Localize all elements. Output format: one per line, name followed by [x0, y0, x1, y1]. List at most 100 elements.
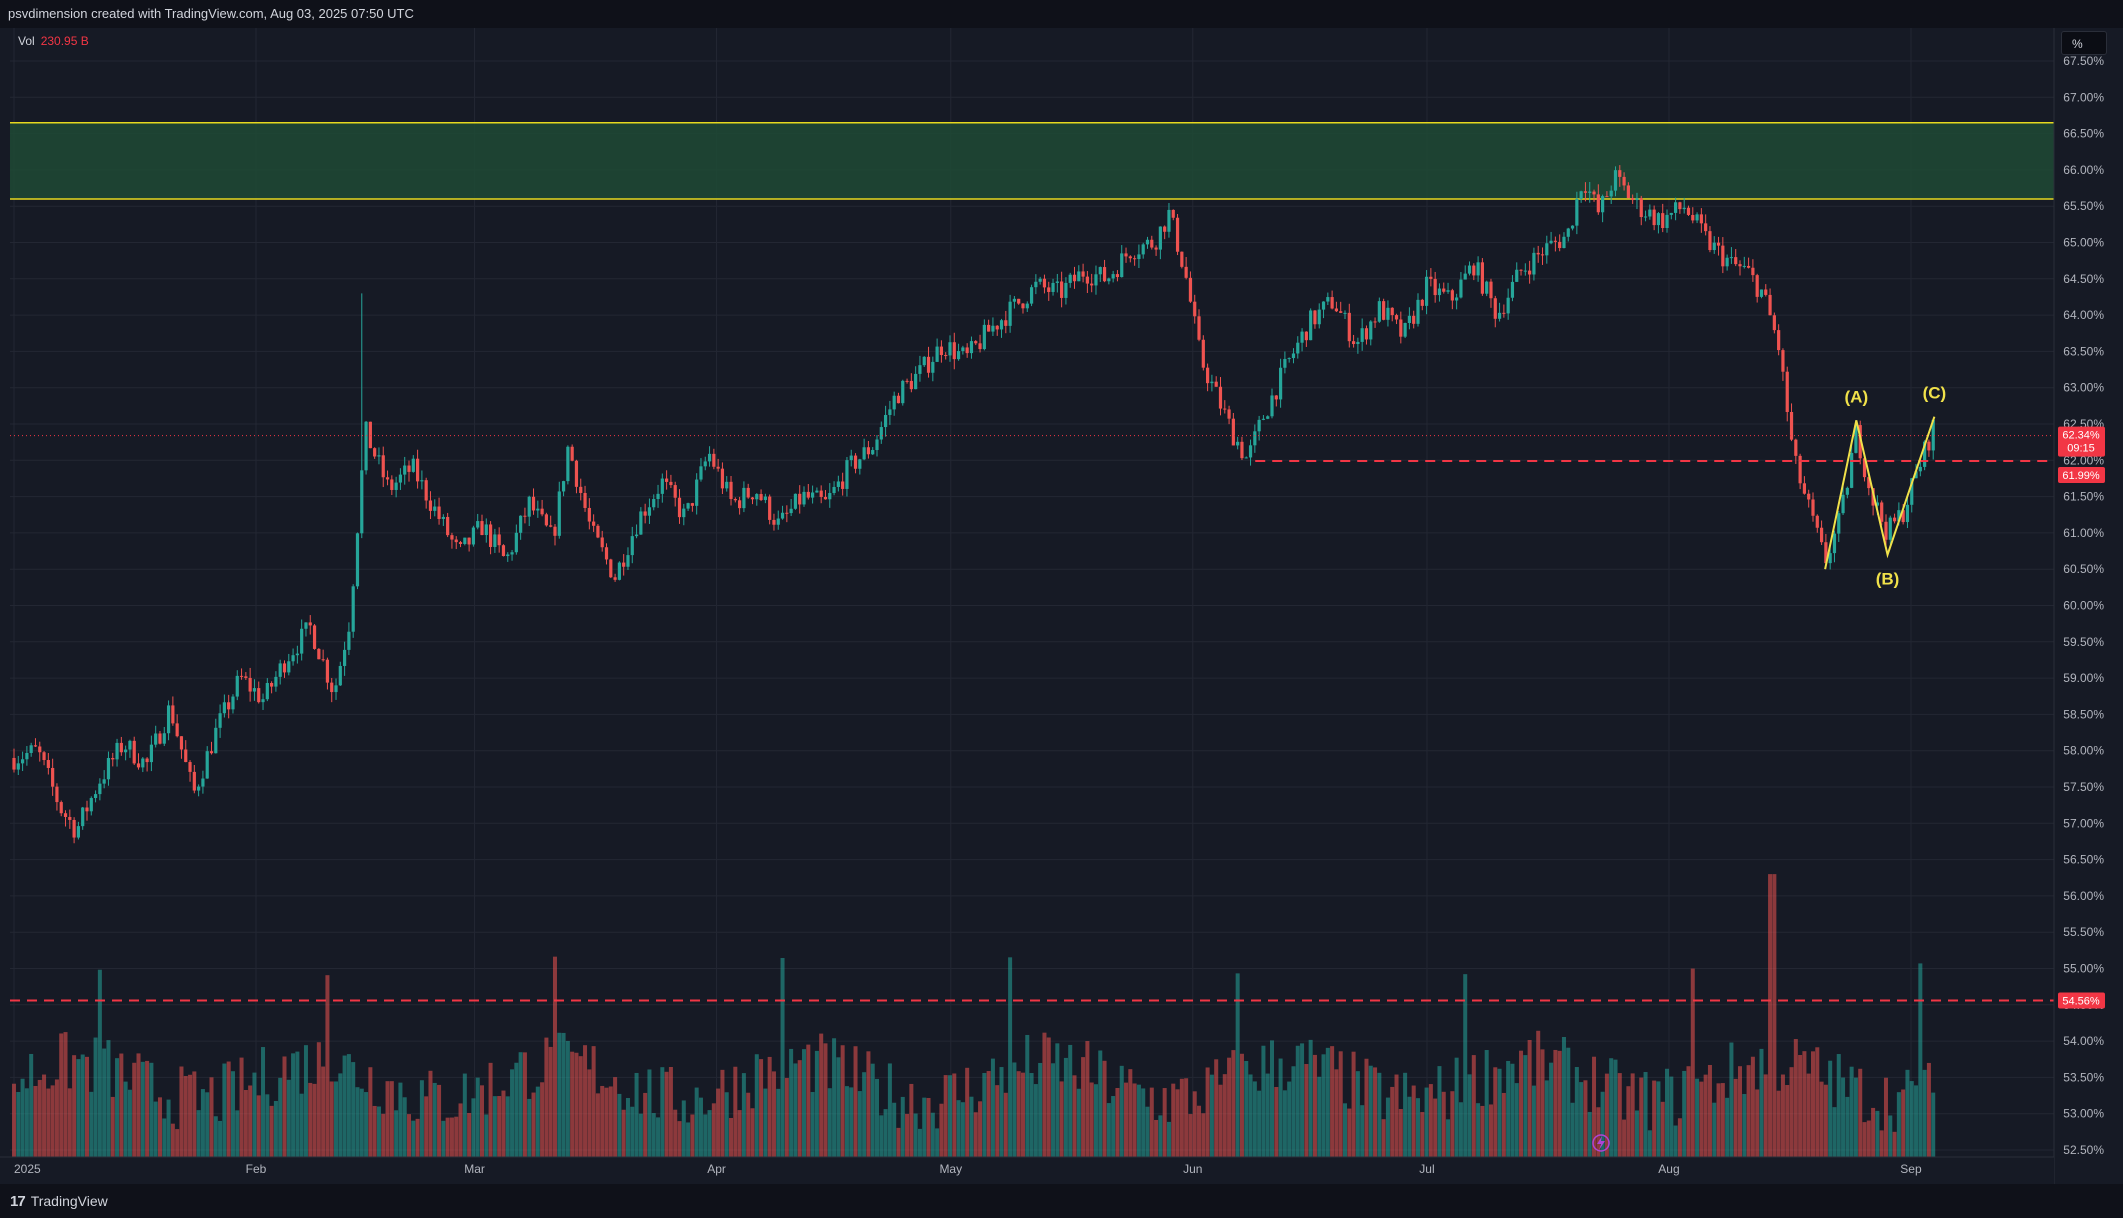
candle-body: [939, 346, 944, 356]
candle-body: [690, 503, 694, 506]
price-tick-label-17: 59.00%: [2063, 671, 2104, 685]
candle-body: [617, 562, 621, 580]
candle-body: [974, 341, 978, 344]
volume-bar: [557, 1032, 562, 1157]
candle-body: [1197, 316, 1201, 340]
candle-body: [1635, 198, 1639, 201]
volume-bar: [673, 1109, 678, 1157]
volume-bar: [1574, 1067, 1579, 1157]
candle-body: [1120, 253, 1124, 278]
candle-body: [1506, 297, 1510, 314]
candle-body: [334, 685, 338, 693]
candle-body: [166, 705, 171, 734]
volume-bar: [209, 1077, 214, 1157]
candle-body: [853, 455, 858, 469]
volume-bar: [1785, 1085, 1790, 1157]
volume-bar: [299, 1093, 304, 1157]
volume-bar: [140, 1061, 145, 1157]
volume-bar: [570, 1051, 575, 1157]
volume-bar: [471, 1098, 476, 1157]
candle-body: [364, 421, 368, 471]
candle-body: [1253, 431, 1257, 446]
candle-body: [141, 758, 145, 768]
volume-bar: [1437, 1066, 1442, 1157]
candle-body: [343, 649, 347, 666]
volume-bar: [1793, 1039, 1798, 1157]
candle-body: [1369, 321, 1373, 340]
volume-bar: [1343, 1103, 1347, 1157]
candle-body: [1038, 278, 1042, 282]
volume-bar: [656, 1117, 661, 1157]
percent-scale-button[interactable]: %: [2061, 31, 2107, 55]
volume-bar: [385, 1081, 390, 1157]
candle-body: [312, 625, 317, 649]
volume-bar: [1012, 1062, 1017, 1157]
time-tick-label-4: May: [939, 1162, 962, 1176]
time-axis-background: [0, 1157, 2054, 1184]
candle-body: [1133, 258, 1137, 260]
horizontal-levels: [10, 435, 2054, 1002]
candle-body: [1854, 425, 1858, 453]
volume-bar: [1497, 1068, 1502, 1157]
candle-body: [1261, 418, 1266, 420]
volume-bar: [1368, 1065, 1373, 1157]
volume-bar: [973, 1112, 978, 1157]
candle-body: [956, 351, 961, 360]
candlesticks: [12, 165, 1935, 844]
candle-body: [1455, 297, 1459, 301]
volume-bar: [1415, 1098, 1420, 1157]
candle-body: [1832, 533, 1837, 554]
volume-bar: [746, 1092, 751, 1157]
candle-body: [1811, 499, 1815, 516]
candle-body: [467, 537, 471, 545]
candle-body: [965, 347, 969, 354]
volume-bar: [1617, 1073, 1622, 1157]
candle-body: [677, 497, 682, 518]
price-tick-label-16: 59.50%: [2063, 635, 2104, 649]
volume-bar: [896, 1127, 901, 1157]
volume-bar: [295, 1051, 300, 1157]
candle-body: [1300, 331, 1304, 343]
volume-bar: [1020, 1072, 1025, 1157]
volume-bar: [1922, 1069, 1927, 1157]
candle-body: [1124, 253, 1128, 257]
time-axis[interactable]: 2025FebMarAprMayJunJulAugSepOct: [14, 1162, 2123, 1176]
volume-bar: [600, 1085, 605, 1157]
volume-bar: [540, 1082, 545, 1157]
time-tick-label-2: Mar: [464, 1162, 485, 1176]
candle-body: [1669, 212, 1673, 215]
candle-body: [1931, 419, 1935, 451]
volume-bar: [698, 1097, 703, 1157]
candle-body: [1111, 274, 1115, 279]
volume-bar: [1514, 1083, 1519, 1157]
candle-body: [931, 361, 935, 373]
candle-body: [1532, 252, 1536, 275]
volume-bar: [1381, 1119, 1386, 1157]
candle-body: [325, 659, 330, 683]
wave-label-1: (B): [1876, 570, 1900, 589]
candle-body: [922, 356, 926, 366]
volume-bar: [1622, 1119, 1627, 1157]
volume-bar: [145, 1060, 150, 1157]
candle-body: [1691, 214, 1695, 221]
volume-bar: [711, 1103, 716, 1157]
lightning-icon[interactable]: [1592, 1134, 1610, 1152]
volume-bar: [1476, 1103, 1481, 1157]
candle-body: [1884, 521, 1888, 540]
volume-bar: [591, 1046, 596, 1157]
volume-bar: [1699, 1081, 1704, 1157]
volume-bar: [106, 1040, 111, 1157]
candle-body: [1807, 493, 1811, 500]
volume-bar: [119, 1053, 124, 1157]
volume-bar: [1634, 1110, 1639, 1157]
volume-bar: [441, 1120, 446, 1157]
candle-body: [338, 665, 342, 686]
candle-body: [1880, 502, 1884, 522]
volume-bar: [1265, 1073, 1270, 1157]
candle-body: [394, 482, 398, 490]
candle-body: [385, 477, 390, 480]
volume-bar: [806, 1044, 811, 1157]
candle-body: [355, 533, 360, 587]
volume-bar: [668, 1066, 673, 1157]
